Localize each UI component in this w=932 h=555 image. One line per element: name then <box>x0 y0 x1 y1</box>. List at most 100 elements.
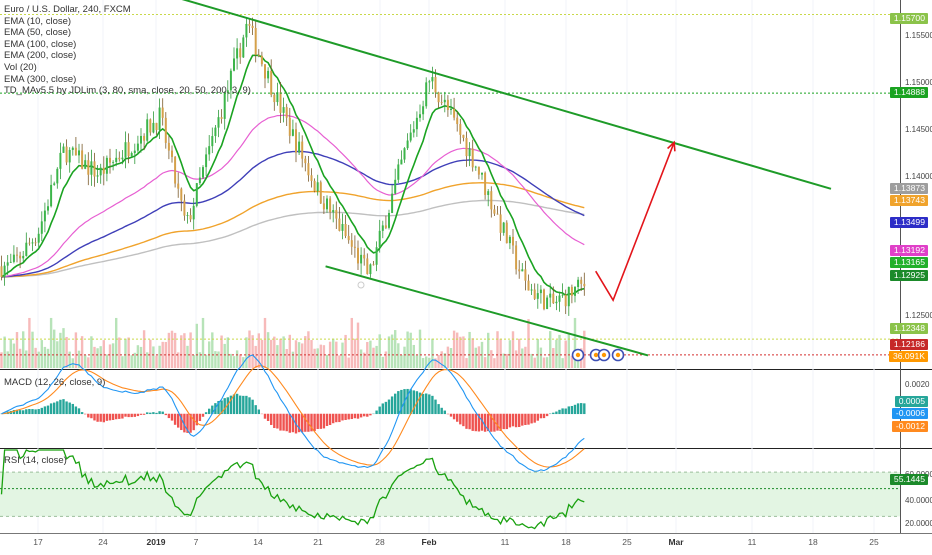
candle-body-156 <box>484 173 486 195</box>
macd-hist-79 <box>245 396 247 414</box>
candle-body-95 <box>295 129 297 152</box>
tag-ema50: 1.13192 <box>890 245 928 256</box>
macd-hist-169 <box>524 414 526 425</box>
macd-hist-147 <box>456 414 458 422</box>
volume-bar-111 <box>344 335 346 368</box>
volume-bar-14 <box>44 347 46 368</box>
macd-hist-57 <box>177 414 179 428</box>
volume-bar-71 <box>220 336 222 368</box>
macd-hist-184 <box>571 406 573 414</box>
tag-volume: 36.091K <box>889 351 928 362</box>
candle-body-124 <box>385 225 387 227</box>
macd-hist-104 <box>323 414 325 429</box>
volume-bar-158 <box>490 350 492 368</box>
macd-hist-91 <box>282 414 284 431</box>
projection-path <box>596 142 674 300</box>
legend-ema100[interactable]: EMA (100, close) <box>4 39 251 51</box>
macd-hist-128 <box>397 391 399 414</box>
volume-bar-33 <box>103 340 105 368</box>
legend-ema50[interactable]: EMA (50, close) <box>4 27 251 39</box>
volume-bar-59 <box>183 333 185 368</box>
candle-body-11 <box>35 242 37 243</box>
volume-bar-103 <box>320 345 322 368</box>
volume-bar-100 <box>310 340 312 368</box>
legend-vol[interactable]: Vol (20) <box>4 62 251 74</box>
candle-body-151 <box>469 148 471 156</box>
x-tick-12: 11 <box>748 537 757 547</box>
macd-hist-81 <box>251 400 253 414</box>
candle-body-158 <box>490 191 492 209</box>
candle-body-137 <box>425 82 427 106</box>
macd-hist-119 <box>369 414 371 416</box>
candle-body-57 <box>177 184 179 189</box>
macd-title[interactable]: MACD (12, 26, close, 9) <box>4 377 105 388</box>
macd-hist-168 <box>521 414 523 426</box>
price-tick-5: 1.12500 <box>905 311 932 320</box>
candle-body-147 <box>456 118 458 124</box>
macd-hist-19 <box>59 400 61 414</box>
volume-bar-130 <box>403 347 405 368</box>
volume-bar-61 <box>189 332 191 368</box>
candle-body-167 <box>518 269 520 271</box>
price-tick-1: 1.15500 <box>905 31 932 40</box>
volume-bar-157 <box>487 333 489 368</box>
candle-body-85 <box>264 64 266 78</box>
candle-body-94 <box>292 129 294 136</box>
rsi-title[interactable]: RSI (14, close) <box>4 455 67 466</box>
candle-body-34 <box>106 158 108 174</box>
macd-hist-98 <box>304 414 306 432</box>
volume-bar-91 <box>282 336 284 368</box>
volume-bar-48 <box>149 340 151 368</box>
volume-bar-49 <box>152 346 154 368</box>
tag-157: 1.15700 <box>890 13 928 24</box>
volume-bar-177 <box>549 331 551 368</box>
symbol-title[interactable]: Euro / U.S. Dollar, 240, FXCM <box>4 4 251 16</box>
trendline-upper <box>169 0 831 189</box>
candle-body-90 <box>280 92 282 113</box>
tag-macd-hist: 0.0005 <box>895 396 928 407</box>
tag-rsi: 55.1445 <box>890 474 928 485</box>
volume-bar-29 <box>90 336 92 368</box>
price-tick-4: 1.14000 <box>905 172 932 181</box>
candle-body-123 <box>382 225 384 230</box>
macd-hist-56 <box>174 414 176 425</box>
event-icon-small <box>358 282 364 288</box>
volume-bar-50 <box>155 356 157 368</box>
candle-body-185 <box>574 287 576 296</box>
legend-ema200[interactable]: EMA (200, close) <box>4 50 251 62</box>
macd-hist-48 <box>149 413 151 414</box>
candle-body-144 <box>447 100 449 110</box>
volume-bar-62 <box>193 355 195 368</box>
event-icon-dot-1 <box>594 353 598 357</box>
candle-body-101 <box>314 181 316 191</box>
volume-bar-129 <box>400 355 402 368</box>
legend-ema10[interactable]: EMA (10, close) <box>4 16 251 28</box>
candle-body-110 <box>342 224 344 231</box>
legend-ema300[interactable]: EMA (300, close) <box>4 74 251 86</box>
volume-bar-94 <box>292 352 294 368</box>
macd-hist-162 <box>503 414 505 429</box>
candle-body-23 <box>72 148 74 150</box>
x-tick-7: Feb <box>421 537 436 547</box>
legend-td-ma[interactable]: TD_MAv5.5 by JDLim (3, 80, sma, close, 2… <box>4 85 251 97</box>
macd-hist-132 <box>410 389 412 414</box>
volume-bar-69 <box>214 351 216 368</box>
macd-hist-25 <box>78 408 80 414</box>
volume-bar-102 <box>317 348 319 368</box>
volume-bar-55 <box>171 331 173 368</box>
macd-hist-36 <box>112 414 114 420</box>
candle-body-1 <box>4 266 6 277</box>
macd-hist-87 <box>270 414 272 425</box>
macd-hist-31 <box>96 414 98 422</box>
macd-hist-92 <box>286 414 288 431</box>
trendlines[interactable] <box>169 0 831 355</box>
candle-body-140 <box>435 77 437 92</box>
volume-bar-148 <box>459 337 461 368</box>
volume-bar-32 <box>100 346 102 368</box>
volume-bar-139 <box>431 339 433 368</box>
candle-body-104 <box>323 203 325 209</box>
macd-hist-33 <box>103 414 105 423</box>
candle-body-142 <box>441 102 443 103</box>
macd-hist-55 <box>171 414 173 421</box>
volume-bar-86 <box>267 332 269 368</box>
